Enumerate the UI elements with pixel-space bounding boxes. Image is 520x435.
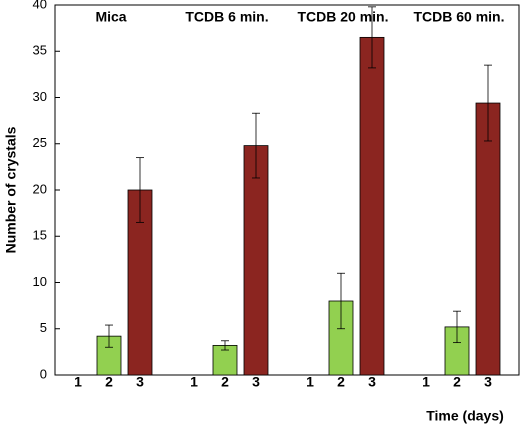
y-tick-label: 10 (33, 274, 47, 289)
error-bar (484, 64, 492, 142)
x-tick-label: 1 (74, 374, 82, 390)
error-bar (252, 112, 260, 179)
x-tick-label: 3 (368, 374, 376, 390)
bar (475, 102, 501, 376)
error-bar (368, 6, 376, 69)
error-bar (105, 324, 113, 348)
group-label: Mica (95, 9, 126, 25)
y-tick-label: 40 (33, 0, 47, 11)
error-bar (453, 310, 461, 344)
x-axis-label: Time (days) (426, 408, 504, 424)
x-tick-label: 2 (105, 374, 113, 390)
x-tick-label: 3 (136, 374, 144, 390)
y-tick-label: 5 (40, 320, 47, 335)
error-bar (337, 272, 345, 330)
bar (359, 36, 385, 376)
y-tick-label: 0 (40, 366, 47, 381)
x-tick-label: 2 (453, 374, 461, 390)
error-bar (221, 340, 229, 351)
plot-frame (54, 4, 520, 376)
x-tick-label: 1 (190, 374, 198, 390)
group-label: TCDB 60 min. (413, 9, 504, 25)
group-label: TCDB 20 min. (297, 9, 388, 25)
y-tick-label: 35 (33, 43, 47, 58)
x-tick-label: 1 (306, 374, 314, 390)
y-tick-label: 25 (33, 135, 47, 150)
bar (243, 145, 269, 376)
y-axis-label: Number of crystals (3, 126, 19, 253)
y-tick-label: 20 (33, 181, 47, 196)
error-bar (136, 157, 144, 223)
group-label: TCDB 6 min. (185, 9, 268, 25)
y-tick-label: 15 (33, 228, 47, 243)
x-tick-label: 2 (337, 374, 345, 390)
y-tick-label: 30 (33, 89, 47, 104)
x-tick-label: 2 (221, 374, 229, 390)
x-tick-label: 1 (422, 374, 430, 390)
x-tick-label: 3 (252, 374, 260, 390)
x-tick-label: 3 (484, 374, 492, 390)
